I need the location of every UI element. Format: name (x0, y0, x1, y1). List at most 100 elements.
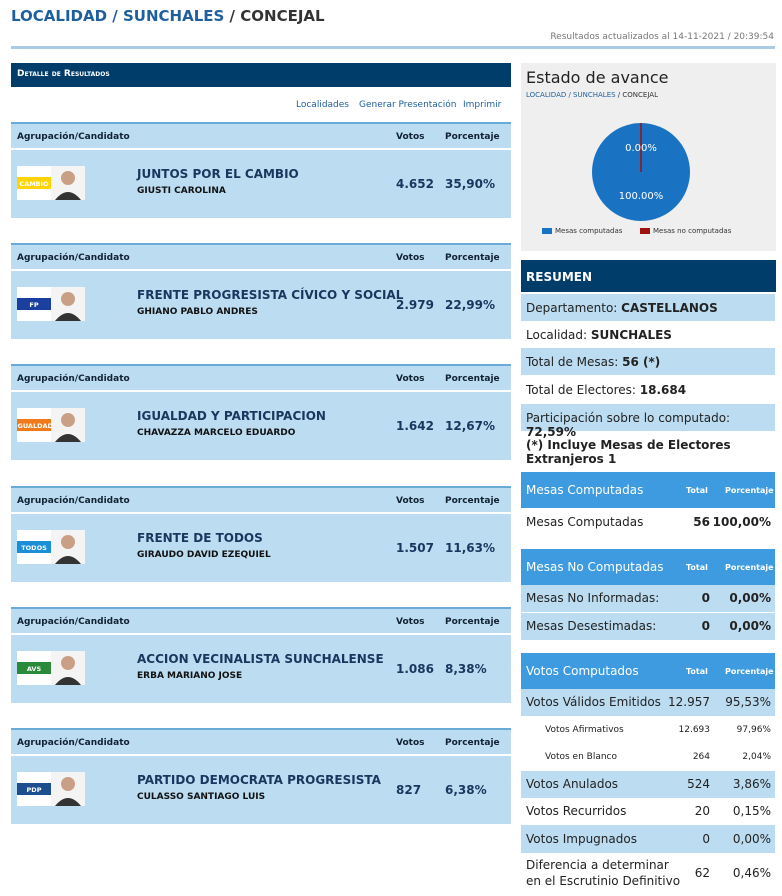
row-pct: 95,53% (725, 695, 771, 709)
row-label: Votos Recurridos (526, 804, 627, 818)
candidate-name: CHAVAZZA MARCELO EDUARDO (137, 428, 296, 438)
party-logo: PDP (17, 772, 51, 806)
diferencia-row: Diferencia a determinar en el Escrutinio… (521, 853, 775, 893)
progress-breadcrumb-link[interactable]: LOCALIDAD / SUNCHALES (526, 91, 616, 99)
breadcrumb-localidad-link[interactable]: LOCALIDAD (11, 7, 108, 25)
col-votos: Votos (396, 617, 425, 627)
legend-no-computadas[interactable]: Mesas no computadas (640, 227, 731, 235)
generar-presentacion-link[interactable]: Generar Presentación (359, 100, 457, 110)
votos-anulados-row: Votos Anulados 524 3,86% (521, 771, 775, 798)
progress-panel: Estado de avance LOCALIDAD / SUNCHALES /… (521, 63, 776, 251)
actions-bar: Localidades Generar Presentación Imprimi… (11, 87, 511, 122)
pie-label-no: 0.00% (625, 143, 657, 154)
candidate-name: GIRAUDO DAVID EZEQUIEL (137, 550, 271, 560)
party-logo-text: CAMBIO (19, 180, 49, 188)
col-votos: Votos (396, 374, 425, 384)
mesas-computadas-header: Mesas Computadas Total Porcentaje (521, 472, 775, 508)
resumen-departamento: Departamento: CASTELLANOS (521, 294, 775, 321)
candidate-row-body: PDP PARTIDO DEMOCRATA PROGRESISTA CULASSO … (11, 756, 511, 824)
resumen-electores: Total de Electores: 18.684 (521, 376, 775, 403)
party-name: ACCION VECINALISTA SUNCHALENSE (137, 652, 384, 666)
localidad-value: SUNCHALES (590, 328, 672, 342)
candidate-photo (51, 651, 85, 685)
localidad-label: Localidad: (526, 328, 591, 342)
party-logo-band (17, 662, 51, 674)
breadcrumb-current: CONCEJAL (240, 7, 325, 25)
row-pct: 2,04% (742, 752, 771, 762)
row-total: 12.693 (678, 725, 711, 735)
candidate-row-header: Agrupación/Candidato Votos Porcentaje (11, 366, 511, 392)
legend-computadas-label: Mesas computadas (555, 227, 623, 235)
col-votos: Votos (396, 253, 425, 263)
party-logo: IGUALDAD (17, 408, 51, 442)
votos-blanco-row: Votos en Blanco 264 2,04% (521, 744, 775, 771)
col-porcentaje: Porcentaje (725, 667, 774, 676)
party-logo-band (17, 298, 51, 310)
localidades-link[interactable]: Localidades (296, 100, 349, 110)
candidate-percentage: 22,99% (445, 298, 495, 312)
candidate-votes: 1.507 (396, 541, 434, 555)
row-label: Mesas Computadas (526, 515, 644, 529)
participacion-value: 72,59% (526, 425, 576, 439)
progress-breadcrumb: LOCALIDAD / SUNCHALES / CONCEJAL (526, 91, 658, 99)
col-votos: Votos (396, 132, 425, 142)
col-total: Total (686, 563, 708, 572)
candidate-votes: 2.979 (396, 298, 434, 312)
mesas-desestimadas-row: Mesas Desestimadas: 0 0,00% (521, 613, 775, 640)
col-porcentaje: Porcentaje (445, 496, 500, 506)
votos-afirmativos-row: Votos Afirmativos 12.693 97,96% (521, 717, 775, 744)
candidate-photo (51, 166, 85, 200)
candidate-photo (51, 408, 85, 442)
legend-computadas[interactable]: Mesas computadas (542, 227, 622, 235)
participacion-label: Participación sobre lo computado: (526, 411, 731, 425)
candidate-row-header: Agrupación/Candidato Votos Porcentaje (11, 609, 511, 635)
party-name: FRENTE DE TODOS (137, 531, 263, 545)
col-votos: Votos (396, 738, 425, 748)
col-agrupacion: Agrupación/Candidato (17, 617, 130, 627)
candidate-name: GHIANO PABLO ANDRES (137, 307, 258, 317)
row-pct: 0,00% (729, 619, 771, 633)
party-name: IGUALDAD Y PARTICIPACION (137, 409, 326, 423)
progress-breadcrumb-separator: / (615, 91, 623, 99)
candidate-name: CULASSO SANTIAGO LUIS (137, 792, 266, 802)
col-votos: Votos (396, 496, 425, 506)
row-total: 524 (687, 777, 710, 791)
row-pct: 0,00% (729, 591, 771, 605)
row-total: 264 (692, 752, 710, 762)
col-porcentaje: Porcentaje (445, 617, 500, 627)
breadcrumb-sunchales-link[interactable]: SUNCHALES (122, 7, 225, 25)
party-logo-text: PDP (27, 786, 42, 794)
row-label: Votos Válidos Emitidos (526, 695, 661, 709)
header-divider (11, 46, 775, 49)
row-label: Mesas No Informadas: (526, 591, 660, 605)
progress-breadcrumb-current: CONCEJAL (622, 91, 658, 99)
resumen-header: RESUMEN (521, 260, 776, 292)
candidate-row-header: Agrupación/Candidato Votos Porcentaje (11, 730, 511, 756)
candidate-row-body: AVS ACCION VECINALISTA SUNCHALENSE ERBA MA… (11, 635, 511, 703)
row-pct: 97,96% (736, 725, 771, 735)
row-label: Diferencia a determinar (526, 858, 669, 872)
row-total: 0 (701, 619, 710, 633)
row-label: Mesas Desestimadas: (526, 619, 657, 633)
candidate-photo (51, 772, 85, 806)
candidate-percentage: 6,38% (445, 783, 487, 797)
candidate-row: Agrupación/Candidato Votos Porcentaje TODOS… (11, 486, 511, 582)
col-porcentaje: Porcentaje (725, 486, 774, 495)
candidate-photo (51, 530, 85, 564)
breadcrumb-separator: / (224, 7, 241, 25)
votos-recurridos-row: Votos Recurridos 20 0,15% (521, 798, 775, 825)
mesas-label: Total de Mesas: (526, 355, 623, 369)
departamento-value: CASTELLANOS (621, 301, 718, 315)
candidate-row-body: TODOS FRENTE DE TODOS GIRAUDO DAVID EZEQUI… (11, 514, 511, 582)
candidate-row: Agrupación/Candidato Votos Porcentaje CAMBI… (11, 122, 511, 218)
votos-computados-header: Votos Computados Total Porcentaje (521, 653, 775, 689)
resumen-nota: (*) Incluye Mesas de Electores Extranjer… (521, 431, 775, 466)
row-pct: 3,86% (732, 777, 771, 791)
imprimir-link[interactable]: Imprimir (463, 100, 502, 110)
row-total: 20 (694, 804, 710, 818)
party-logo-band (17, 177, 51, 189)
progress-title: Estado de avance (526, 68, 669, 87)
candidate-percentage: 11,63% (445, 541, 495, 555)
candidate-row: Agrupación/Candidato Votos Porcentaje IGUAL… (11, 364, 511, 460)
col-agrupacion: Agrupación/Candidato (17, 132, 130, 142)
